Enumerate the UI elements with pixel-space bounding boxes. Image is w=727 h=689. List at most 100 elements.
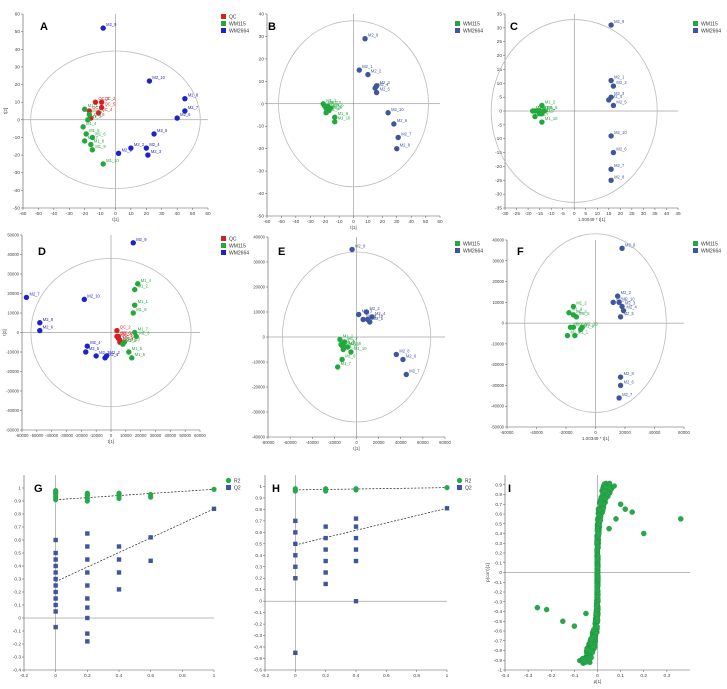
y-tick-label: -10000 (252, 360, 266, 365)
point (608, 77, 614, 84)
point-label: M1_6 (346, 344, 357, 349)
x-tick-label: 60000 (678, 430, 690, 435)
point-label: M1_2 (347, 336, 358, 341)
point (340, 346, 346, 353)
point (98, 99, 105, 105)
x-tick-label: -50 (35, 211, 42, 217)
point (338, 341, 344, 348)
point (85, 117, 91, 123)
point-label: M1_4 (141, 278, 152, 283)
point-label: M2_8 (43, 317, 54, 322)
x-tick-label: 30 (159, 211, 165, 217)
q2-point (53, 583, 58, 588)
x-tick-label: 1 (213, 673, 216, 679)
point-label: M1_6 (135, 352, 146, 357)
point-label: M2_8 (400, 143, 411, 148)
panel-letter: F (517, 246, 524, 258)
y-tick-label: -30 (13, 170, 20, 176)
point-label: M2_7 (614, 163, 625, 168)
y-tick-label: 30 (497, 25, 503, 31)
point (332, 119, 338, 125)
point (620, 307, 627, 314)
legend-label: WM115 (463, 242, 480, 248)
y-tick-label: 0 (263, 335, 266, 340)
point-label: M1_5 (579, 311, 590, 316)
point-label: QC_1 (98, 96, 109, 101)
q2-point (116, 570, 122, 575)
point-label: M1_3 (540, 105, 551, 110)
y-tick-label: 0.4 (495, 531, 502, 537)
y-tick-label: 0.2 (495, 551, 502, 557)
legend-label: WM2664 (701, 29, 721, 35)
q2-point (85, 615, 90, 621)
y-tick-label: 10000 (492, 300, 504, 305)
point (400, 356, 406, 363)
legend-label: WM2664 (229, 29, 249, 35)
point-label: M2_10 (622, 296, 635, 301)
x-tick-label: 0.1 (617, 673, 624, 679)
point-label: M2_3 (99, 350, 110, 355)
x-tick-label: 0 (596, 673, 599, 679)
point (80, 124, 86, 130)
y-tick-label: 20000 (492, 279, 504, 284)
y-tick-label: -15 (495, 150, 502, 156)
point-label: M1_3 (139, 330, 150, 335)
r2-point (444, 485, 450, 491)
point (37, 327, 43, 334)
y-tick-label: 0.4 (14, 564, 21, 570)
point-label: M2_5 (157, 128, 168, 133)
hotelling-ellipse (30, 257, 192, 407)
x-tick-label: -15 (536, 211, 543, 217)
x-axis-label: t[1] (112, 217, 118, 222)
point (81, 106, 88, 112)
point (103, 353, 110, 359)
q2-point (53, 563, 58, 569)
x-tick-label: -20 (81, 211, 88, 217)
point-label: M1_4 (344, 339, 355, 344)
s-plot-point (594, 555, 600, 562)
point-label: M1_3 (91, 114, 102, 119)
legend-label: R2 (465, 479, 472, 485)
y-tick-label: -30000 (491, 383, 505, 388)
q2-point (323, 570, 328, 575)
y-tick-label: 0.5 (255, 541, 262, 547)
x-tick-label: -0.4 (501, 673, 510, 679)
point-label: M2_4 (378, 82, 389, 87)
point-label: M1_7 (570, 330, 581, 335)
q2-point (53, 576, 58, 582)
y-tick-label: 10 (15, 100, 21, 106)
y-tick-label: 0 (499, 109, 502, 115)
s-plot-point (594, 539, 600, 546)
y-axis-label: t[2] (3, 108, 8, 114)
r2-point (116, 490, 122, 496)
y-tick-label: -40 (13, 188, 20, 194)
point (364, 316, 371, 323)
y-tick-label: -1 (498, 668, 503, 674)
y-tick-label: 0.9 (255, 495, 262, 501)
x-tick-label: -20000 (559, 430, 573, 435)
point-label: M1_9 (536, 105, 547, 110)
point (130, 310, 136, 316)
point (608, 133, 614, 139)
x-tick-label: 0.4 (353, 673, 360, 679)
y-axis-label: t[2] (2, 329, 7, 335)
q2-point (85, 605, 90, 610)
point-label: M2_8 (188, 93, 199, 98)
point (619, 245, 625, 252)
y-tick-label: 50 (15, 29, 21, 35)
legend-label: WM115 (701, 22, 718, 28)
legend-swatch (225, 477, 232, 484)
y-tick-label: 30 (259, 34, 265, 40)
r2-regression-line (55, 488, 215, 501)
y-tick-label: 60 (15, 12, 21, 18)
point-label: M1_7 (138, 327, 149, 332)
point-label: M2_2 (110, 350, 121, 355)
q2-point (53, 550, 58, 556)
point-label: M2_2 (369, 306, 380, 311)
q2-point (323, 581, 328, 587)
y-tick-label: -0.3 (13, 655, 22, 661)
s-plot-point (597, 517, 604, 523)
x-tick-label: 50000 (179, 433, 191, 438)
panel-letter: G (34, 483, 43, 495)
q2-point (85, 544, 90, 549)
